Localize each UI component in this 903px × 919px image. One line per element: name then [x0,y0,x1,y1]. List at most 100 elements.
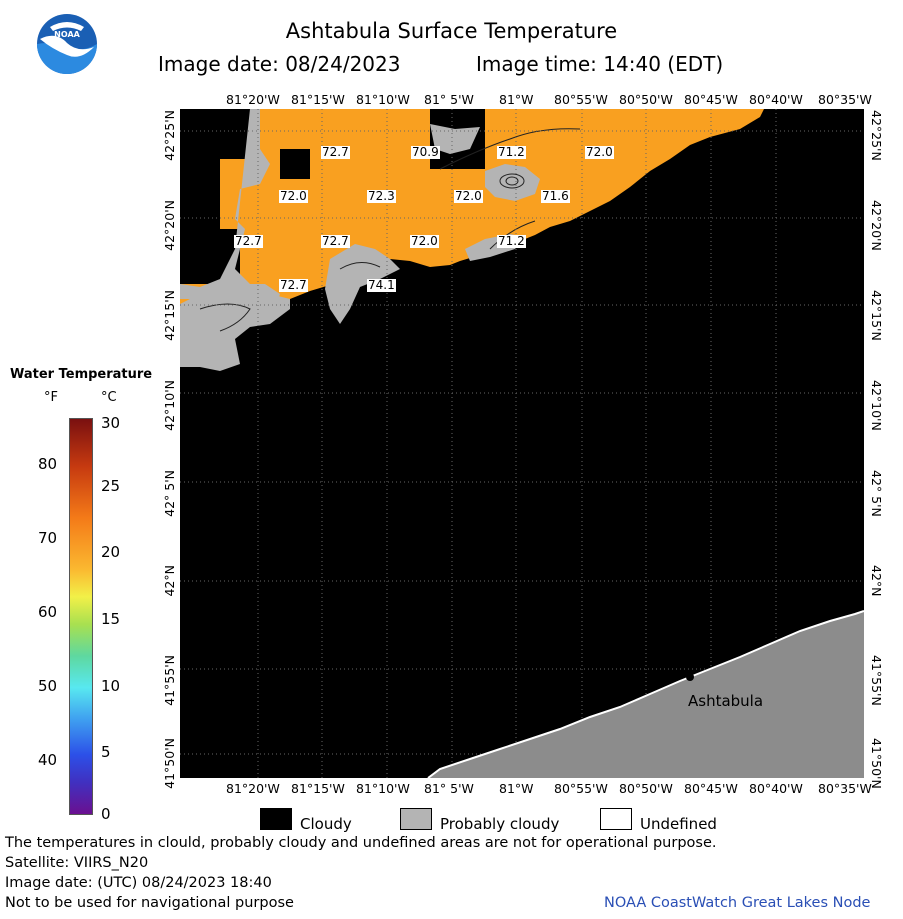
temperature-label: 72.0 [410,234,439,248]
temperature-label: 71.2 [497,145,526,159]
contour-line [499,173,525,189]
longitude-label: 80°55'W [554,781,608,796]
footer-utc-date: Image date: (UTC) 08/24/2023 18:40 [5,875,272,891]
temperature-label: 72.7 [234,234,263,248]
contour-line [489,220,536,250]
temperature-label: 72.0 [454,189,483,203]
temperature-label: 72.7 [321,234,350,248]
key-probably-cloudy-label: Probably cloudy [440,815,560,833]
longitude-label: 80°40'W [749,781,803,796]
latitude-label: 42° 5'N [162,470,177,517]
sst-water-region [180,109,764,339]
contour-line [505,176,519,186]
shoreline [427,610,865,779]
ashtabula-marker [686,673,694,681]
colorbar-title: Water Temperature [10,367,153,382]
latitude-label: 42°25'N [162,110,177,161]
celsius-tick: 10 [101,677,121,695]
latitude-label: 42° 5'N [869,470,884,517]
latitude-label: 42°15'N [869,290,884,341]
image-date: Image date: 08/24/2023 [158,52,401,76]
fahrenheit-tick: 50 [38,677,58,695]
key-cloudy-swatch [260,808,292,830]
longitude-label: 81° 5'W [424,781,474,796]
longitude-label: 81°20'W [226,92,280,107]
temperature-label: 72.7 [279,278,308,292]
temperature-label: 71.2 [497,234,526,248]
key-cloudy-label: Cloudy [300,815,352,833]
probably-cloudy-patch [180,289,290,371]
temperature-label: 72.0 [585,145,614,159]
cloud-patch [470,259,510,279]
cloud-patch [180,109,250,159]
temperature-label: 72.0 [279,189,308,203]
latitude-label: 41°50'N [162,738,177,789]
footer-nav-warning: Not to be used for navigational purpose [5,895,294,911]
longitude-label: 81°10'W [356,92,410,107]
contour-line [339,262,381,270]
temperature-label: 74.1 [367,278,396,292]
celsius-tick: 5 [101,743,111,761]
longitude-label: 80°40'W [749,92,803,107]
latitude-label: 42°15'N [162,290,177,341]
longitude-label: 81° 5'W [424,92,474,107]
longitude-label: 80°35'W [818,92,872,107]
key-undefined-label: Undefined [640,815,717,833]
fahrenheit-tick: 60 [38,603,58,621]
latitude-label: 41°55'N [162,655,177,706]
map-title: Ashtabula Surface Temperature [285,19,618,43]
longitude-label: 80°45'W [684,92,738,107]
longitude-label: 81°15'W [291,92,345,107]
cloud-patch [280,149,310,179]
latitude-label: 42°N [162,565,177,597]
longitude-label: 81°15'W [291,781,345,796]
key-undefined-swatch [600,808,632,830]
temperature-label: 72.3 [367,189,396,203]
key-probably-cloudy-swatch [400,808,432,830]
probably-cloudy-patch [485,164,540,201]
fahrenheit-tick: 70 [38,529,58,547]
footer-note: The temperatures in clould, probably clo… [5,835,717,851]
longitude-label: 80°35'W [818,781,872,796]
noaa-logo: NOAA [36,13,98,75]
footer-satellite: Satellite: VIIRS_N20 [5,855,149,871]
longitude-label: 81°10'W [356,781,410,796]
probably-cloudy-patch [430,124,480,154]
colorbar [69,418,93,815]
celsius-tick: 30 [101,414,121,432]
city-label: Ashtabula [688,692,764,710]
noaa-logo-text: NOAA [54,30,80,39]
longitude-label: 81°20'W [226,781,280,796]
latitude-label: 42°25'N [869,110,884,161]
fahrenheit-tick: 40 [38,751,58,769]
celsius-tick: 25 [101,477,121,495]
sst-map [180,109,865,779]
longitude-label: 80°45'W [684,781,738,796]
latitude-label: 41°55'N [869,655,884,706]
footer-credit: NOAA CoastWatch Great Lakes Node [604,895,871,911]
probably-cloudy-patch [325,244,400,324]
temperature-label: 72.7 [321,145,350,159]
celsius-tick: 20 [101,543,121,561]
latitude-label: 42°10'N [869,380,884,431]
contour-line [439,128,581,170]
longitude-label: 80°50'W [619,92,673,107]
unit-celsius: °C [101,390,117,405]
land-ohio [428,611,864,778]
longitude-label: 80°50'W [619,781,673,796]
latitude-label: 42°20'N [869,200,884,251]
map-canvas [180,109,865,779]
latitude-label: 42°10'N [162,380,177,431]
longitude-label: 81°W [499,781,534,796]
celsius-tick: 15 [101,610,121,628]
cloud-patch [180,159,220,229]
longitude-label: 80°55'W [554,92,608,107]
unit-fahrenheit: °F [44,390,58,405]
celsius-tick: 0 [101,805,111,823]
latitude-label: 41°50'N [869,738,884,789]
temperature-label: 71.6 [541,189,570,203]
temperature-label: 70.9 [411,145,440,159]
fahrenheit-tick: 80 [38,455,58,473]
longitude-label: 81°W [499,92,534,107]
latitude-label: 42°N [869,565,884,597]
